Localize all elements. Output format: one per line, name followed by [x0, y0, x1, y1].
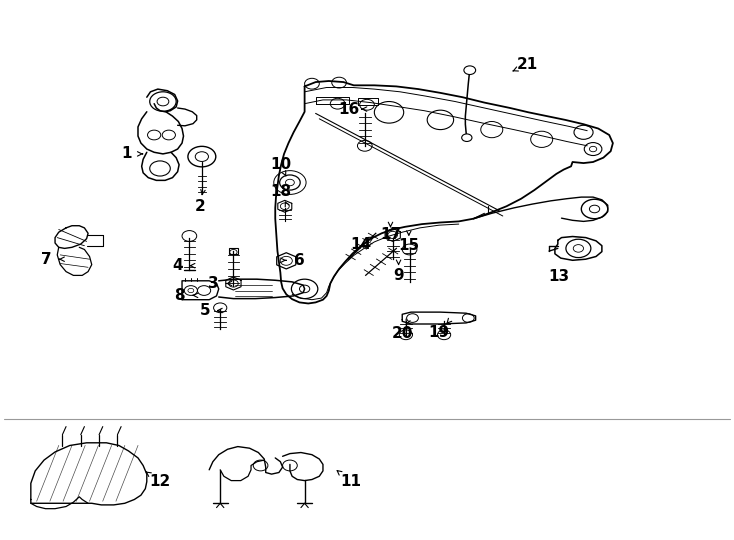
Text: 9: 9	[393, 268, 404, 283]
Text: 11: 11	[341, 474, 361, 489]
Circle shape	[462, 134, 472, 141]
Text: 21: 21	[517, 57, 537, 72]
Text: 3: 3	[208, 276, 218, 291]
Circle shape	[162, 130, 175, 140]
Text: 8: 8	[175, 288, 185, 303]
Text: 20: 20	[391, 326, 413, 341]
Text: 10: 10	[270, 157, 291, 172]
Text: 5: 5	[200, 303, 211, 318]
Circle shape	[148, 130, 161, 140]
Text: 19: 19	[429, 325, 449, 340]
Text: 13: 13	[549, 269, 570, 284]
Circle shape	[464, 66, 476, 75]
Text: 2: 2	[195, 199, 205, 214]
Text: 12: 12	[150, 474, 170, 489]
Text: 7: 7	[41, 252, 51, 267]
Text: 16: 16	[338, 102, 359, 117]
Text: 1: 1	[121, 146, 131, 161]
Text: 6: 6	[294, 253, 305, 268]
Text: 14: 14	[351, 237, 371, 252]
Text: 17: 17	[380, 227, 401, 242]
Text: 18: 18	[270, 184, 291, 199]
Text: 15: 15	[399, 238, 419, 253]
Text: 4: 4	[172, 258, 183, 273]
